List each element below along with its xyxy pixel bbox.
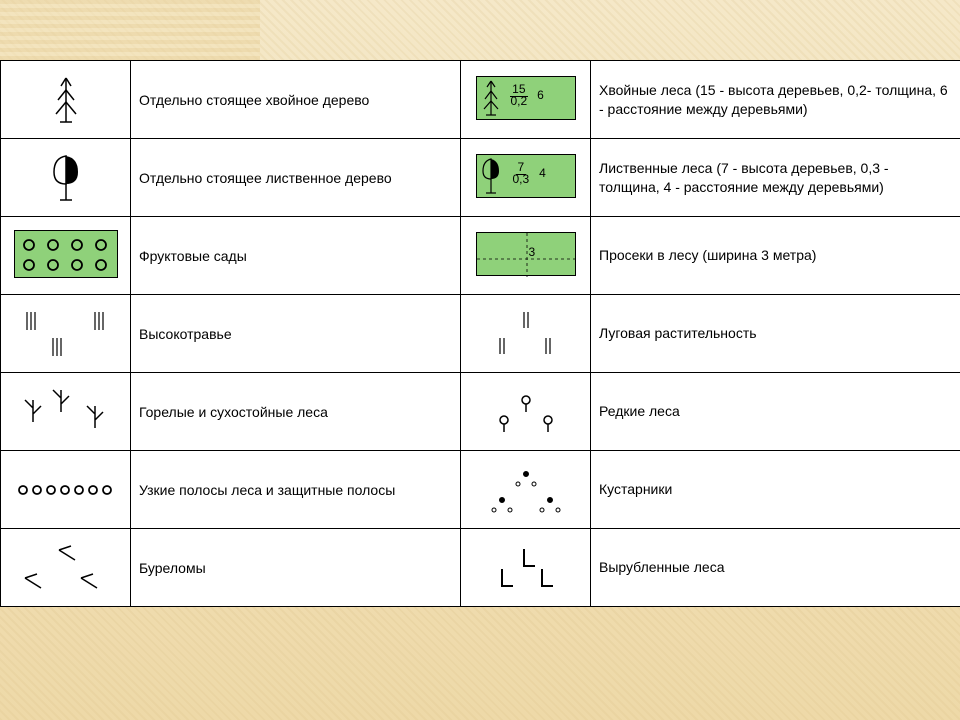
label-text: Фруктовые сады — [139, 248, 247, 264]
label-text: Просеки в лесу (ширина 3 метра) — [599, 247, 816, 263]
sparse-forest-icon — [476, 382, 576, 442]
symbol-cut-forest — [461, 529, 591, 607]
label-text: Высокотравье — [139, 326, 232, 342]
label-text: Узкие полосы леса и защитные полосы — [139, 482, 395, 498]
table-row: Горелые и сухостойные леса Редкие леса — [1, 373, 960, 451]
windfall-icon — [11, 538, 121, 598]
label-cell: Вырубленные леса — [591, 529, 960, 607]
decorative-stripe — [0, 0, 260, 60]
symbol-windfall — [1, 529, 131, 607]
clearing-icon: 3 — [476, 232, 576, 276]
label-cell: Просеки в лесу (ширина 3 метра) — [591, 217, 960, 295]
symbol-conifer-tree — [1, 61, 131, 139]
symbol-narrow-strip — [1, 451, 131, 529]
label-text: Лиственные леса (7 - высота деревьев, 0,… — [599, 160, 889, 194]
symbol-meadow — [461, 295, 591, 373]
label-text: Горелые и сухостойные леса — [139, 404, 328, 420]
label-cell: Отдельно стоящее хвойное дерево — [131, 61, 461, 139]
label-text: Вырубленные леса — [599, 559, 724, 575]
label-cell: Высокотравье — [131, 295, 461, 373]
table-row: Отдельно стоящее лиственное дерево 70,3 … — [1, 139, 960, 217]
deciduous-tree-icon — [44, 150, 88, 206]
label-cell: Узкие полосы леса и защитные полосы — [131, 451, 461, 529]
label-cell: Отдельно стоящее лиственное дерево — [131, 139, 461, 217]
label-cell: Горелые и сухостойные леса — [131, 373, 461, 451]
table-row: Буреломы Вырубленные леса — [1, 529, 960, 607]
label-cell: Лиственные леса (7 - высота деревьев, 0,… — [591, 139, 960, 217]
shrubs-icon — [476, 460, 576, 520]
label-text: Кустарники — [599, 481, 672, 497]
label-cell: Кустарники — [591, 451, 960, 529]
symbol-shrubs — [461, 451, 591, 529]
label-cell: Редкие леса — [591, 373, 960, 451]
tall-grass-icon — [11, 304, 121, 364]
conifer-tree-icon — [46, 70, 86, 130]
symbol-conifer-forest: 150,2 6 — [461, 61, 591, 139]
legend-sheet: Отдельно стоящее хвойное дерево 150,2 6 … — [0, 60, 960, 607]
label-text: Хвойные леса (15 - высота деревьев, 0,2-… — [599, 82, 948, 116]
deciduous-forest-icon: 70,3 4 — [476, 154, 576, 198]
label-text: Редкие леса — [599, 403, 680, 419]
cut-forest-icon — [476, 538, 576, 598]
label-cell: Луговая растительность — [591, 295, 960, 373]
table-row: Фруктовые сады 3 Просеки в лесу (ширина … — [1, 217, 960, 295]
table-row: Отдельно стоящее хвойное дерево 150,2 6 … — [1, 61, 960, 139]
label-text: Буреломы — [139, 560, 206, 576]
param-width: 3 — [529, 245, 536, 259]
label-cell: Хвойные леса (15 - высота деревьев, 0,2-… — [591, 61, 960, 139]
symbol-orchard — [1, 217, 131, 295]
burnt-forest-icon — [11, 382, 121, 442]
symbol-deciduous-tree — [1, 139, 131, 217]
legend-table: Отдельно стоящее хвойное дерево 150,2 6 … — [0, 60, 960, 607]
param-spacing: 4 — [539, 166, 546, 180]
table-row: Высокотравье Луговая растительность — [1, 295, 960, 373]
label-cell: Фруктовые сады — [131, 217, 461, 295]
label-text: Луговая растительность — [599, 325, 757, 341]
label-text: Отдельно стоящее лиственное дерево — [139, 170, 392, 186]
symbol-burnt-forest — [1, 373, 131, 451]
conifer-forest-icon: 150,2 6 — [476, 76, 576, 120]
symbol-tall-grass — [1, 295, 131, 373]
symbol-deciduous-forest: 70,3 4 — [461, 139, 591, 217]
symbol-sparse-forest — [461, 373, 591, 451]
meadow-icon — [476, 304, 576, 364]
table-row: Узкие полосы леса и защитные полосы Куст… — [1, 451, 960, 529]
label-text: Отдельно стоящее хвойное дерево — [139, 92, 369, 108]
param-thickness: 0,3 — [511, 172, 532, 186]
label-cell: Буреломы — [131, 529, 461, 607]
symbol-clearing: 3 — [461, 217, 591, 295]
orchard-icon — [14, 230, 118, 278]
param-spacing: 6 — [537, 88, 544, 102]
narrow-strip-icon — [11, 475, 121, 505]
param-thickness: 0,2 — [509, 94, 530, 108]
